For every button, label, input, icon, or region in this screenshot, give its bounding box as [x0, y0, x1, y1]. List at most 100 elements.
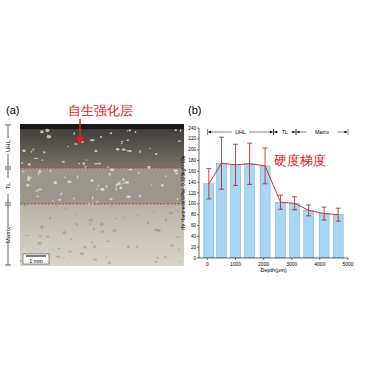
texture — [126, 150, 130, 151]
texture — [75, 223, 78, 226]
texture — [36, 196, 39, 198]
error-cap — [263, 183, 268, 184]
region-arrow — [291, 132, 295, 133]
texture — [43, 151, 45, 153]
texture — [52, 200, 54, 201]
texture — [169, 212, 173, 215]
region-arrow — [337, 132, 347, 133]
texture — [165, 219, 167, 222]
texture — [155, 153, 157, 155]
x-tick-label: 0 — [206, 261, 209, 267]
texture — [129, 129, 131, 131]
texture — [22, 149, 26, 152]
texture — [91, 241, 94, 243]
texture — [119, 181, 121, 182]
arrow-head — [274, 131, 277, 134]
x-axis-label: Depth(μm) — [260, 267, 286, 273]
texture — [78, 163, 80, 164]
texture — [26, 184, 30, 187]
y-tick-label: 200 — [188, 147, 196, 152]
texture — [177, 141, 181, 142]
texture — [70, 238, 73, 240]
surface-edge — [20, 124, 184, 129]
texture — [32, 248, 33, 249]
y-tick-label: 160 — [188, 169, 196, 174]
y-tick — [197, 171, 199, 172]
texture — [106, 256, 108, 258]
texture — [74, 143, 78, 144]
texture — [93, 259, 97, 261]
figure: UHLTLMatrix(a)自生强化层1 mm(b)02040608010012… — [0, 0, 373, 373]
texture — [101, 230, 104, 233]
texture — [178, 249, 180, 250]
error-cap — [233, 144, 238, 145]
texture — [139, 195, 141, 198]
texture — [27, 175, 29, 178]
error-cap — [322, 207, 327, 208]
texture — [117, 183, 121, 186]
texture — [65, 207, 67, 210]
y-tick — [197, 149, 199, 150]
x-tick-label: 3000 — [286, 261, 297, 267]
boundary — [20, 168, 184, 169]
bar — [276, 202, 286, 258]
annotation: 硬度梯度 — [274, 153, 326, 168]
texture — [112, 229, 116, 232]
texture — [28, 163, 31, 165]
error-cap — [292, 196, 297, 197]
texture — [108, 261, 111, 264]
texture — [154, 261, 158, 263]
layer-bracket — [5, 169, 11, 170]
error-cap — [206, 198, 211, 199]
y-tick — [197, 247, 199, 248]
y-tick — [197, 258, 199, 259]
texture — [120, 186, 123, 189]
texture — [47, 135, 52, 138]
texture — [91, 179, 94, 182]
x-tick-label: 4000 — [314, 261, 325, 267]
texture — [63, 257, 64, 259]
matrix-region — [20, 204, 184, 266]
texture — [23, 204, 27, 207]
texture — [129, 169, 133, 171]
y-tick-label: 80 — [191, 212, 197, 217]
texture — [180, 129, 182, 132]
texture — [127, 246, 129, 247]
texture — [58, 199, 61, 201]
arrow — [79, 119, 81, 140]
texture — [127, 245, 129, 248]
texture — [61, 192, 63, 194]
arrow-head — [76, 137, 84, 145]
y-tick-label: 60 — [191, 223, 197, 228]
error-cap — [278, 195, 283, 196]
texture — [80, 252, 84, 255]
texture — [170, 244, 174, 247]
texture — [58, 248, 61, 250]
bar — [304, 210, 314, 258]
texture — [74, 132, 75, 135]
region-marker — [296, 129, 348, 135]
error-cap — [247, 143, 252, 144]
texture — [106, 185, 108, 188]
error-cap — [322, 220, 327, 221]
label-bg — [4, 227, 12, 243]
y-tick-label: 140 — [188, 180, 196, 185]
texture — [35, 190, 39, 191]
region-end — [273, 129, 274, 135]
error-cap — [247, 184, 252, 185]
error-cap — [233, 185, 238, 186]
tl-region — [20, 168, 184, 204]
arrow-head — [270, 131, 273, 134]
region-arrow — [275, 132, 279, 133]
layer-bracket — [5, 203, 11, 204]
layer-label: UHL — [5, 139, 11, 152]
texture — [126, 196, 130, 199]
arrow-head — [296, 131, 299, 134]
texture — [110, 168, 114, 171]
texture — [19, 260, 22, 262]
texture — [21, 162, 23, 164]
texture — [165, 175, 167, 177]
texture — [61, 161, 65, 162]
x-tick-label: 5000 — [342, 261, 353, 267]
texture — [38, 189, 43, 190]
